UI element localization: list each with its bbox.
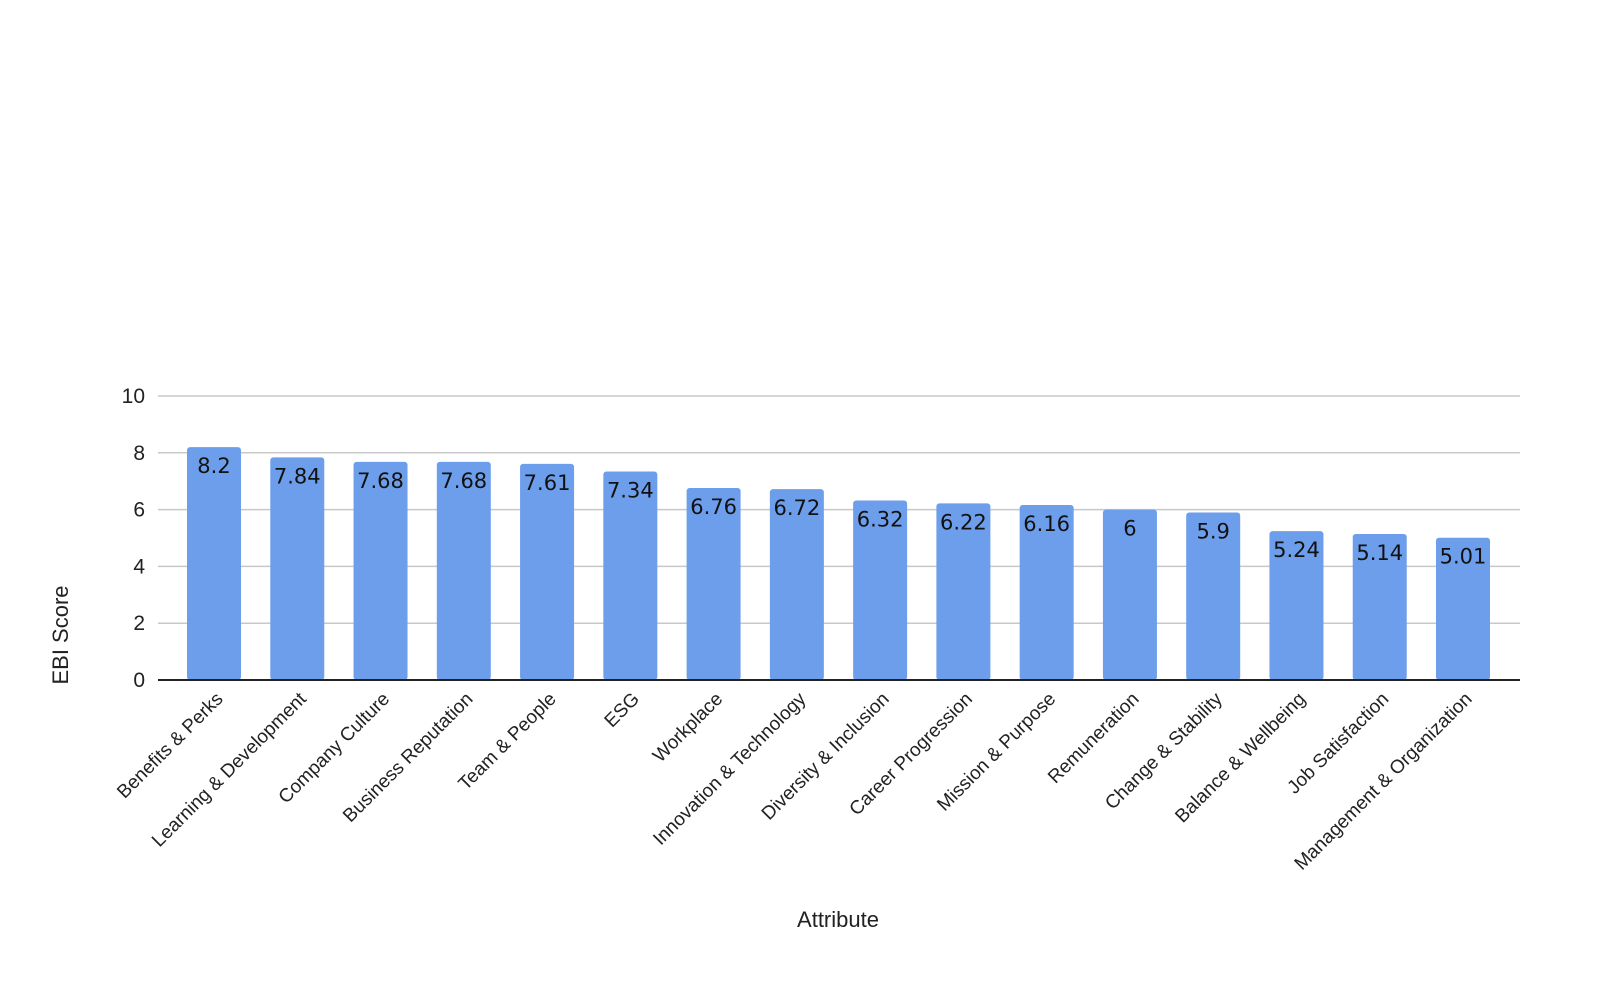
bar[interactable] [603, 471, 658, 680]
bar[interactable] [769, 489, 824, 680]
data-label: 5.24 [1273, 538, 1320, 562]
bar[interactable] [1019, 505, 1074, 680]
data-label: 5.9 [1196, 519, 1229, 543]
y-tick-label: 6 [133, 499, 145, 522]
x-tick-label: Learning & Development [148, 688, 311, 851]
bar[interactable] [1436, 537, 1490, 680]
bar[interactable] [686, 488, 741, 680]
x-tick-label: Management & Organization [1291, 689, 1477, 875]
y-tick-label: 0 [133, 669, 145, 692]
data-label: 5.14 [1356, 541, 1403, 565]
data-label: 5.01 [1440, 545, 1487, 569]
y-tick-label: 8 [133, 442, 145, 465]
y-tick-label: 4 [133, 555, 145, 578]
data-label: 6.16 [1023, 512, 1070, 536]
bar[interactable] [436, 461, 491, 680]
data-label: 7.84 [274, 464, 321, 488]
data-label: 6.72 [773, 496, 820, 520]
bar[interactable] [1102, 509, 1157, 680]
x-tick-label: Innovation & Technology [649, 688, 810, 849]
data-label: 8.2 [197, 454, 230, 478]
bar[interactable] [1269, 531, 1324, 680]
x-axis-title: Attribute [797, 907, 879, 932]
bar[interactable] [853, 500, 908, 680]
data-label: 6 [1123, 517, 1136, 541]
bar[interactable] [520, 463, 575, 680]
y-axis-ticks: 0 2 4 6 8 10 [122, 385, 146, 692]
bar[interactable] [270, 457, 325, 680]
bar[interactable] [187, 447, 241, 680]
x-tick-label: ESG [601, 689, 644, 732]
data-label: 6.22 [940, 510, 987, 534]
bar[interactable] [353, 461, 408, 680]
data-label: 6.32 [857, 508, 904, 532]
data-label: 7.68 [440, 469, 487, 493]
data-label: 7.61 [524, 471, 571, 495]
y-tick-label: 2 [133, 612, 145, 635]
bar[interactable] [1352, 534, 1407, 680]
bars [187, 447, 1490, 680]
bar[interactable] [936, 503, 991, 680]
data-label: 7.34 [607, 479, 654, 503]
bar[interactable] [1186, 512, 1241, 680]
data-labels: 8.2 7.84 7.68 7.68 7.61 7.34 6.76 6.72 6.32 6.22 6… [197, 454, 1486, 569]
y-tick-label: 10 [122, 385, 145, 408]
data-label: 6.76 [690, 495, 737, 519]
y-axis-title: EBI Score [48, 585, 73, 684]
x-tick-label: Workplace [649, 689, 727, 767]
data-label: 7.68 [357, 469, 404, 493]
